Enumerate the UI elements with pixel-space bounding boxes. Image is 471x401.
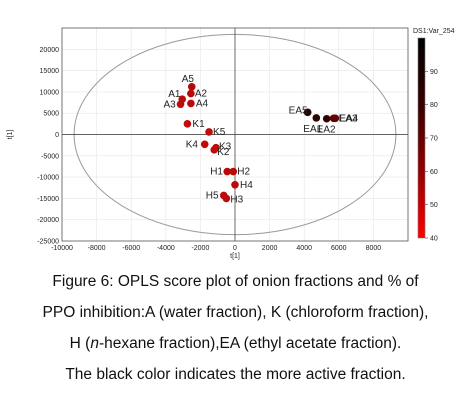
x-tick-label: -6000: [122, 245, 140, 252]
y-tick-label: 20000: [40, 47, 60, 54]
data-point-h2: [229, 167, 238, 176]
colorbar-title: DS1:Var_254: [413, 28, 455, 35]
x-tick-label: 2000: [262, 245, 278, 252]
point-label-h5: H5: [206, 190, 219, 201]
point-label-a1: A1: [168, 89, 181, 100]
caption-line-4: The black color indicates the more activ…: [65, 366, 406, 383]
data-point-a3: [176, 100, 185, 109]
point-label-a5: A5: [182, 74, 195, 85]
colorbar-tick-label: 80: [430, 102, 438, 109]
point-label-k2: K2: [217, 147, 230, 158]
data-point-k3: [212, 143, 220, 152]
data-point-a4: [187, 99, 195, 108]
colorbar-tick-label: 90: [430, 69, 438, 76]
colorbar-tick-label: 40: [430, 236, 438, 243]
x-tick-labels: -10000 -8000 -6000 -4000 -2000 0 2000 4000 6000 8…: [51, 245, 381, 252]
point-label-ea5: EA5: [289, 105, 308, 116]
x-tick-label: 0: [233, 245, 237, 252]
y-tick-label: -25000: [37, 239, 59, 246]
colorbar-tick-labels: 90 80 70 60 50 40: [425, 69, 438, 243]
data-point-a2: [187, 89, 195, 98]
colorbar-tick-label: 70: [430, 136, 438, 143]
point-label-a3: A3: [164, 99, 177, 110]
colorbar-tick-label: 50: [430, 202, 438, 209]
x-tick-label: 4000: [296, 245, 312, 252]
x-tick-label: 8000: [366, 245, 382, 252]
y-tick-label: 0: [55, 132, 59, 139]
point-label-a4: A4: [196, 98, 209, 109]
y-tick-label: -5000: [41, 153, 59, 160]
caption-line-1: Figure 6: OPLS score plot of onion fract…: [52, 273, 419, 290]
point-label-k3: K3: [219, 142, 232, 153]
data-point-h4: [231, 180, 239, 189]
caption-line-3-start: H (: [69, 335, 91, 352]
colorbar-tick-label: 60: [430, 169, 438, 176]
caption-line-3-italic: n: [90, 335, 99, 352]
y-tick-label: -15000: [37, 196, 59, 203]
x-tick-label: 6000: [331, 245, 347, 252]
point-label-k5: K5: [213, 127, 226, 138]
point-label-ea3: EA3: [339, 113, 358, 124]
point-label-h3: H3: [230, 194, 243, 205]
y-tick-label: -20000: [37, 217, 59, 224]
figure-caption: Figure 6: OPLS score plot of onion fract…: [0, 266, 471, 390]
caption-line-2: PPO inhibition:A (water fraction), K (ch…: [42, 304, 429, 321]
data-point-ea2: [322, 114, 331, 123]
point-label-ea4: EA4: [339, 113, 358, 124]
point-label-h2: H2: [237, 167, 250, 178]
y-tick-label: 15000: [40, 68, 60, 75]
plot-frame: [61, 27, 409, 242]
caption-line-3-end: -hexane fraction),EA (ethyl acetate frac…: [98, 335, 402, 352]
y-tick-label: 10000: [40, 89, 60, 96]
data-point-ea5: [303, 108, 312, 117]
data-point-k1: [183, 120, 192, 128]
point-label-a2: A2: [195, 89, 208, 100]
data-points: [176, 82, 340, 203]
data-point-k5: [205, 128, 213, 136]
data-point-ea4: [331, 114, 340, 123]
y-tick-label: 5000: [43, 111, 59, 118]
data-point-a5: [187, 82, 196, 91]
x-tick-label: -10000: [51, 245, 73, 252]
x-tick-label: -4000: [157, 245, 175, 252]
point-label-h4: H4: [240, 180, 253, 191]
point-label-k4: K4: [186, 139, 199, 150]
point-label-ea1: EA1: [303, 124, 322, 135]
x-tick-label: -8000: [88, 245, 106, 252]
x-tick-label: -2000: [191, 245, 209, 252]
caption-line-3: H (n-hexane fraction),EA (ethyl acetate …: [0, 328, 471, 359]
data-point-k4: [200, 140, 209, 149]
point-label-ea2: EA2: [317, 125, 336, 136]
y-axis-label: t[1]: [7, 130, 14, 140]
y-tick-labels: 20000 15000 10000 5000 0 -5000 -10000 -15000 -20…: [37, 47, 59, 246]
colorbar: [417, 37, 426, 239]
point-label-h1: H1: [210, 167, 223, 178]
data-point-ea1: [312, 114, 321, 122]
opls-score-plot: -10000 -8000 -6000 -4000 -2000 0 2000 4000 6000 8…: [7, 27, 455, 260]
x-axis-label: t[1]: [230, 253, 240, 260]
data-point-h3: [222, 194, 231, 203]
point-label-k1: K1: [192, 119, 205, 130]
y-tick-label: -10000: [37, 175, 59, 182]
data-point-h1: [223, 167, 232, 176]
